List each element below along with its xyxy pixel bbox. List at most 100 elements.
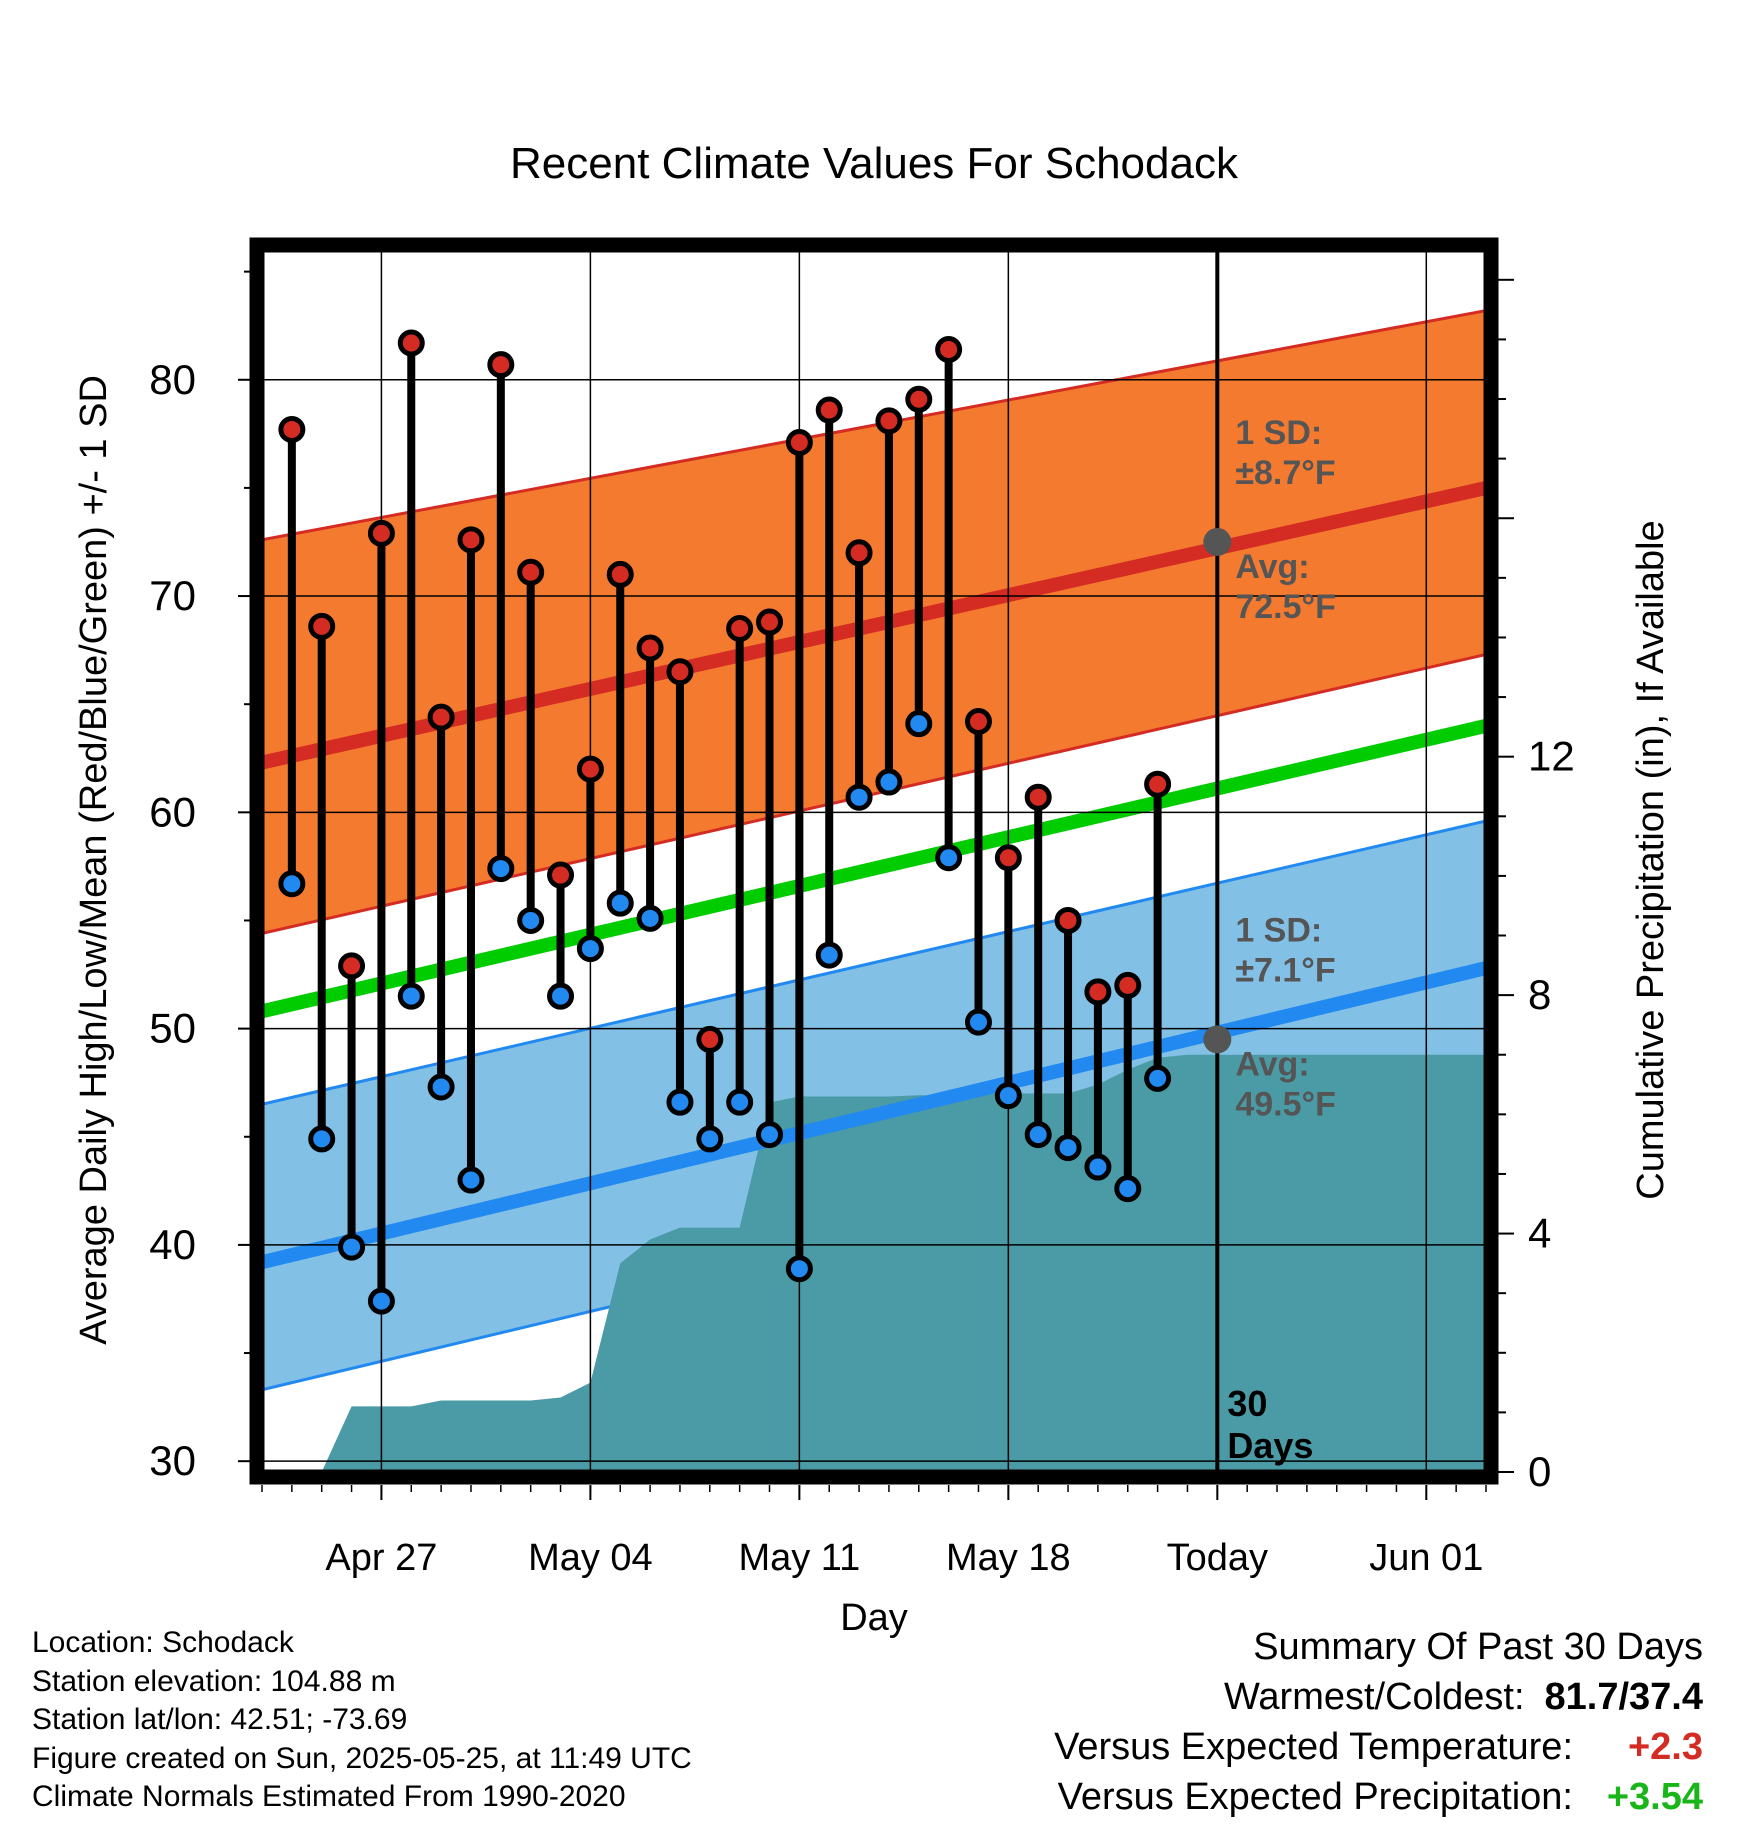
daily-high-marker	[845, 539, 873, 567]
temp-departure-label: Versus Expected Temperature:	[1054, 1726, 1573, 1768]
daily-high-marker	[338, 952, 366, 980]
daily-high-marker	[994, 844, 1022, 872]
high-average-label: Avg:	[1235, 548, 1309, 586]
days-count-word: Days	[1227, 1425, 1313, 1466]
y-tick-label: 30	[149, 1437, 196, 1484]
daily-high-marker	[367, 519, 395, 547]
warmest-coldest-value: 81.7/37.4	[1544, 1676, 1703, 1718]
daily-high-marker	[726, 614, 754, 642]
axes: 30 40 50 60 70 80 0 4 8 12 Apr 27 May 04 May 11 May 1…	[149, 270, 1575, 1579]
x-tick-label: May 11	[738, 1537, 860, 1579]
daily-high-marker	[1144, 770, 1172, 798]
daily-low-marker	[278, 870, 306, 898]
daily-low-marker	[726, 1088, 754, 1116]
low-average-today-dot	[1203, 1025, 1232, 1054]
high-sd-label: 1 SD:	[1235, 414, 1322, 452]
y-tick-label: 80	[149, 356, 196, 403]
daily-high-marker	[636, 634, 664, 662]
plot-area	[262, 309, 1486, 1472]
location-text: Location: Schodack	[32, 1626, 294, 1659]
plot-frame	[249, 237, 1499, 1485]
precip-departure-value: +3.54	[1606, 1776, 1703, 1818]
normals-text: Climate Normals Estimated From 1990-2020	[32, 1780, 626, 1813]
elevation-text: Station elevation: 104.88 m	[32, 1664, 396, 1698]
high-sd-band-lower-edge	[262, 652, 1486, 935]
summary-panel: Summary Of Past 30 Days Warmest/Coldest:…	[1054, 1622, 1703, 1822]
y2-axis-label: Cumulative Precipitation (in), If Availa…	[1630, 520, 1672, 1199]
daily-low-marker	[1144, 1064, 1172, 1092]
high-average-value: 72.5°F	[1235, 588, 1336, 626]
daily-low-marker	[815, 941, 843, 969]
x-tick-label: Apr 27	[325, 1537, 437, 1579]
temp-departure-row: Versus Expected Temperature: +2.3	[1054, 1722, 1703, 1772]
y-tick-label: 70	[149, 572, 196, 619]
daily-low-marker	[636, 904, 664, 932]
y-tick-label: 60	[149, 788, 196, 835]
y-axis-label: Average Daily High/Low/Mean (Red/Blue/Gr…	[73, 375, 115, 1345]
daily-low-marker	[756, 1121, 784, 1149]
daily-high-marker	[935, 335, 963, 363]
precipitation-area	[291, 1054, 1486, 1472]
daily-low-marker	[785, 1255, 813, 1283]
daily-high-marker	[666, 658, 694, 686]
daily-high-marker	[517, 558, 545, 586]
daily-high-marker	[547, 861, 575, 889]
daily-low-marker	[367, 1287, 395, 1315]
daily-high-marker	[756, 608, 784, 636]
daily-low-marker	[576, 935, 604, 963]
daily-high-marker	[457, 526, 485, 554]
daily-high-marker	[1114, 971, 1142, 999]
y2-tick-label: 8	[1528, 971, 1551, 1018]
daily-low-marker	[964, 1008, 992, 1036]
summary-title: Summary Of Past 30 Days	[1253, 1626, 1703, 1668]
warmest-coldest-row: Warmest/Coldest: 81.7/37.4	[1054, 1672, 1703, 1722]
low-sd-label: 1 SD:	[1235, 911, 1322, 949]
high-sd-band-upper-edge	[262, 309, 1486, 542]
daily-low-marker	[397, 982, 425, 1010]
y-tick-label: 40	[149, 1221, 196, 1268]
mean-average-line	[262, 719, 1486, 1019]
daily-low-marker	[666, 1088, 694, 1116]
daily-low-marker	[905, 710, 933, 738]
daily-high-marker	[308, 612, 336, 640]
daily-high-marker	[1024, 783, 1052, 811]
daily-high-marker	[815, 396, 843, 424]
daily-high-marker	[696, 1025, 724, 1053]
daily-high-marker	[875, 407, 903, 435]
daily-low-marker	[338, 1233, 366, 1261]
daily-low-marker	[457, 1166, 485, 1194]
daily-low-marker	[994, 1082, 1022, 1110]
daily-high-marker	[1054, 906, 1082, 934]
high-average-today-dot	[1203, 527, 1232, 556]
created-text: Figure created on Sun, 2025-05-25, at 11…	[32, 1741, 692, 1775]
daily-low-marker	[696, 1125, 724, 1153]
low-average-line	[262, 961, 1486, 1270]
x-tick-label: Jun 01	[1369, 1537, 1483, 1579]
days-count-number: 30	[1227, 1383, 1267, 1424]
daily-low-marker	[1054, 1134, 1082, 1162]
daily-high-marker	[964, 707, 992, 735]
high-sd-value: ±8.7°F	[1235, 454, 1335, 492]
daily-low-marker	[1084, 1153, 1112, 1181]
daily-low-marker	[1114, 1175, 1142, 1203]
daily-high-marker	[427, 703, 455, 731]
daily-high-marker	[487, 351, 515, 379]
daily-low-marker	[517, 906, 545, 934]
station-metadata: Location: Schodack Station elevation: 10…	[32, 1624, 692, 1817]
x-tick-label: May 04	[528, 1537, 653, 1579]
daily-low-marker	[1024, 1121, 1052, 1149]
daily-low-marker	[547, 982, 575, 1010]
warmest-coldest-label: Warmest/Coldest:	[1223, 1676, 1525, 1718]
daily-high-marker	[278, 416, 306, 444]
y2-tick-label: 12	[1528, 733, 1575, 780]
low-sd-band-upper-edge	[262, 819, 1486, 1106]
temp-departure-value: +2.3	[1627, 1726, 1703, 1768]
daily-low-marker	[308, 1125, 336, 1153]
daily-high-marker	[397, 329, 425, 357]
daily-high-marker	[576, 755, 604, 783]
low-sd-value: ±7.1°F	[1235, 951, 1335, 989]
daily-high-marker	[606, 560, 634, 588]
low-average-label: Avg:	[1235, 1045, 1309, 1083]
